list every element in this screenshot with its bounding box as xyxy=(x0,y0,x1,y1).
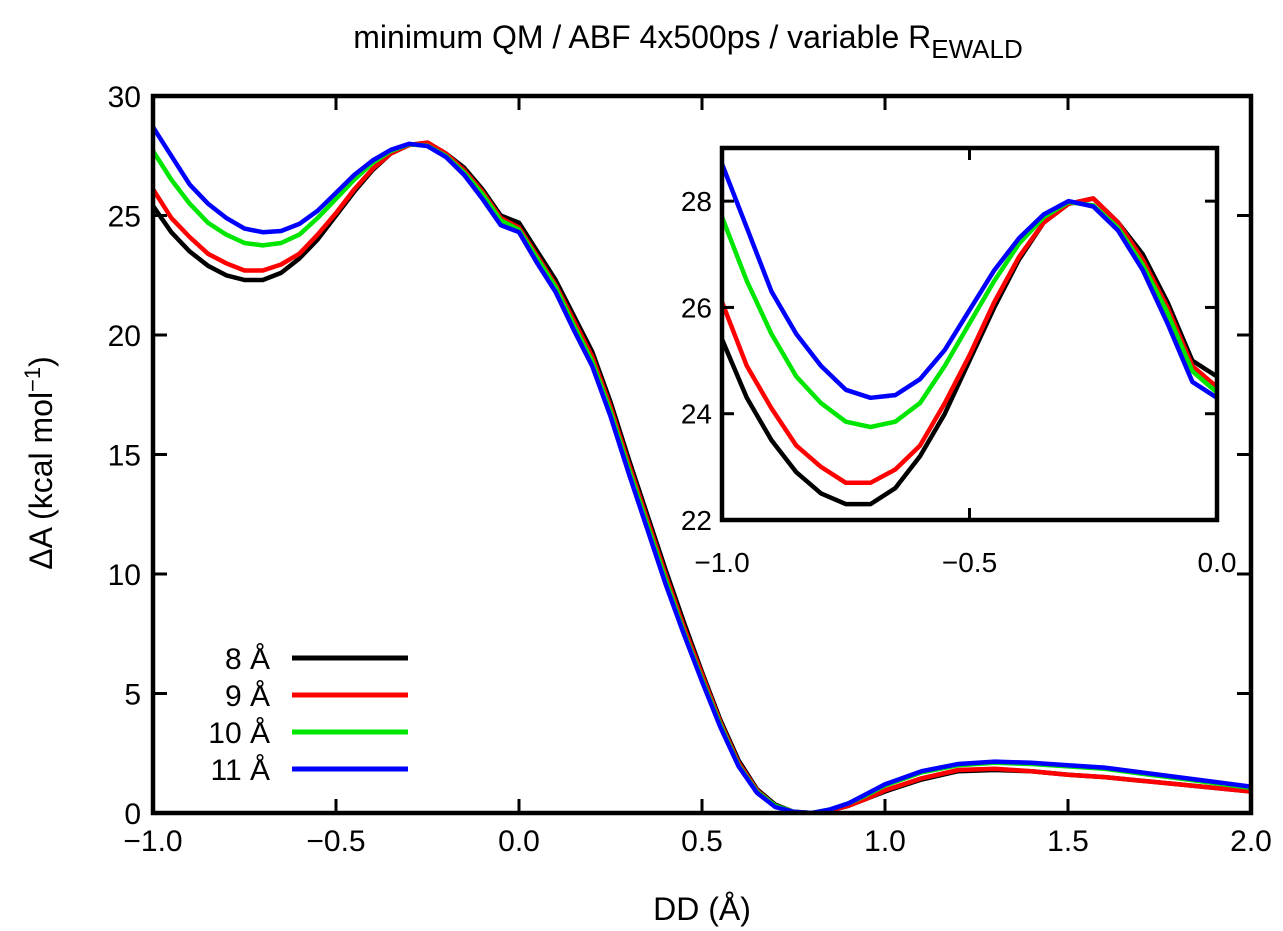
inset-y-tick-label: 22 xyxy=(681,505,712,536)
inset-series-line-4 xyxy=(722,163,1217,401)
chart-title: minimum QM / ABF 4x500ps / variable REWA… xyxy=(353,19,1022,64)
inset-background xyxy=(722,148,1217,520)
legend-label-3: 10 Å xyxy=(208,717,270,750)
inset-plot: −1.0 −0.5 0.0 22 24 26 28 xyxy=(681,145,1237,578)
y-tick-label: 0 xyxy=(124,798,141,831)
x-tick-label: 1.0 xyxy=(864,825,906,858)
inset-series-line-2 xyxy=(722,196,1217,486)
y-tick-label: 30 xyxy=(108,81,141,114)
main-plot: −1.0 −0.5 0.0 0.5 1.0 1.5 2.0 0 5 10 15 20 25 30 xyxy=(108,81,1272,858)
inset-series-group xyxy=(722,163,1217,507)
inset-series-line-3 xyxy=(722,199,1217,430)
inset-y-tick-label: 28 xyxy=(681,186,712,217)
y-axis-title-superscript: −1 xyxy=(20,367,45,392)
inset-y-tick-label: 24 xyxy=(681,399,712,430)
y-tick-label: 10 xyxy=(108,559,141,592)
main-series-group xyxy=(153,125,1251,813)
x-tick-label: −1.0 xyxy=(123,825,182,858)
legend-label-2: 9 Å xyxy=(225,680,270,713)
y-tick-label: 20 xyxy=(108,320,141,353)
chart-title-main: minimum QM / ABF 4x500ps / variable R xyxy=(353,19,931,55)
y-axis-title: ΔA (kcal mol−1) xyxy=(20,356,59,570)
x-tick-label: 0.0 xyxy=(498,825,540,858)
legend: 8 Å 9 Å 10 Å 11 Å xyxy=(208,643,408,787)
axis-titles: DD (Å) ΔA (kcal mol−1) xyxy=(20,356,751,927)
x-tick-label: 1.5 xyxy=(1047,825,1089,858)
inset-x-tick-label: 0.0 xyxy=(1198,547,1237,578)
inset-x-tick-label: −1.0 xyxy=(694,547,749,578)
y-tick-label: 5 xyxy=(124,679,141,712)
chart-title-subscript: EWALD xyxy=(931,34,1023,64)
inset-y-tick-label: 26 xyxy=(681,292,712,323)
y-tick-label: 25 xyxy=(108,201,141,234)
x-tick-label: 2.0 xyxy=(1230,825,1272,858)
y-axis-title-suffix: ) xyxy=(23,356,59,367)
x-tick-label: 0.5 xyxy=(681,825,723,858)
series-line-4 xyxy=(153,125,1251,813)
x-tick-label: −0.5 xyxy=(306,825,365,858)
inset-x-tick-label: −0.5 xyxy=(942,547,997,578)
x-axis-title: DD (Å) xyxy=(653,891,751,927)
chart-title-group: minimum QM / ABF 4x500ps / variable REWA… xyxy=(353,19,1022,64)
legend-label-1: 8 Å xyxy=(225,643,270,676)
legend-label-4: 11 Å xyxy=(211,754,271,787)
y-axis-title-main: ΔA (kcal mol xyxy=(23,392,59,570)
y-tick-label: 15 xyxy=(108,440,141,473)
